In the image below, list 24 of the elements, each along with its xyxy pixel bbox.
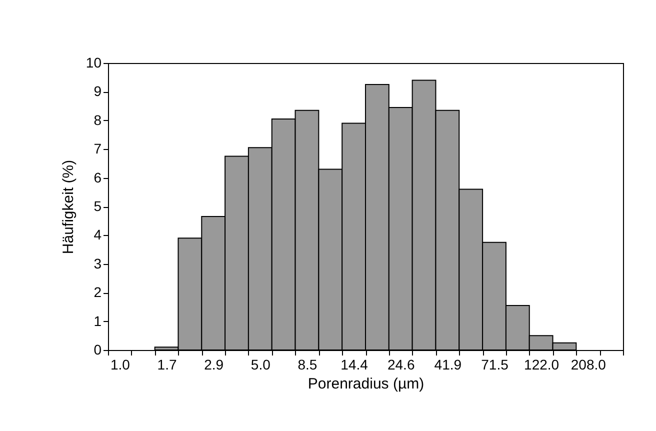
x-tick-label: 2.9 <box>204 356 224 372</box>
x-tick-label: 5.0 <box>250 356 271 372</box>
y-tick-label: 7 <box>94 140 102 157</box>
y-tick-label: 1 <box>94 312 102 329</box>
y-tick-label: 8 <box>94 112 102 128</box>
x-tick-label: 24.6 <box>387 356 415 372</box>
x-tick-label: 8.5 <box>298 356 318 372</box>
y-tick-label: 5 <box>94 198 102 214</box>
y-tick-label: 2 <box>94 284 102 300</box>
x-tick-label: 1.7 <box>157 356 177 372</box>
x-tick-label: 41.9 <box>434 356 462 372</box>
x-tick-label: 71.5 <box>481 356 509 372</box>
x-tick-label: 122.0 <box>524 356 560 372</box>
y-tick-label: 3 <box>94 255 102 272</box>
x-tick-label: 1.0 <box>110 356 130 372</box>
y-axis-title: Häufigkeit (%) <box>60 160 77 254</box>
y-tick-label: 9 <box>94 83 102 100</box>
x-tick-label: 208.0 <box>570 356 606 372</box>
y-tick-label: 10 <box>86 54 102 70</box>
x-tick-label: 14.4 <box>340 356 368 372</box>
x-axis-title: Porenradius (µm) <box>308 376 424 392</box>
y-tick-label: 0 <box>94 342 102 358</box>
y-tick-label: 4 <box>94 226 102 243</box>
y-tick-label: 6 <box>94 169 102 186</box>
